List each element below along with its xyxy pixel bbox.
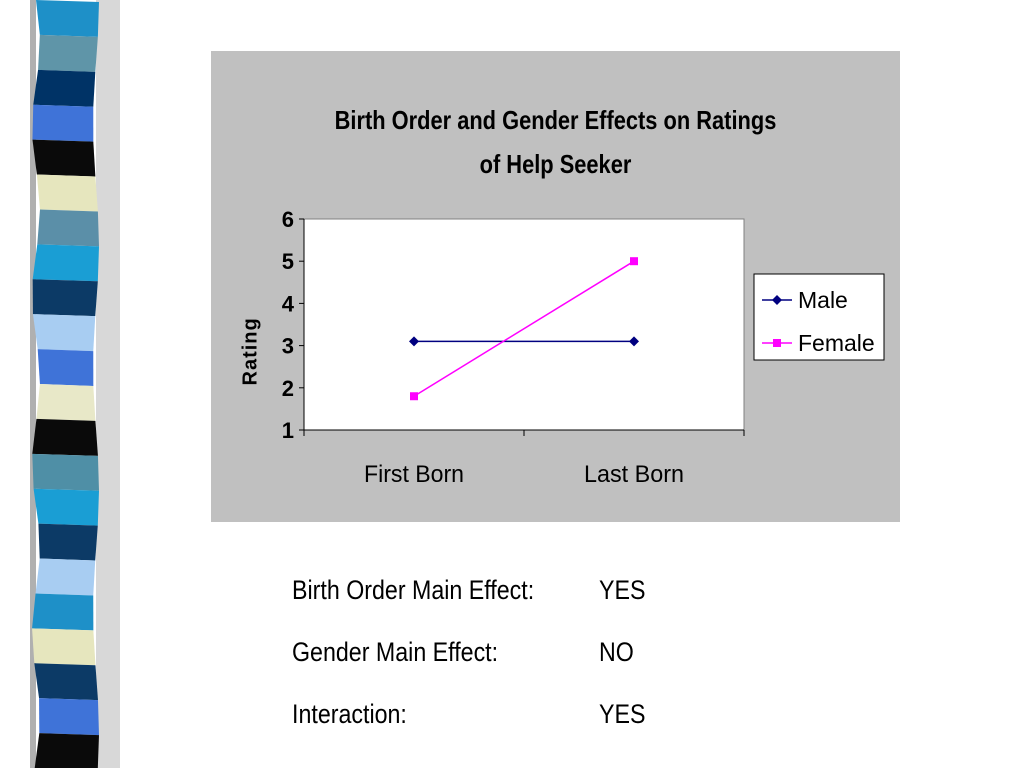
stripe-block — [32, 279, 98, 317]
stripe-block — [33, 488, 99, 526]
y-tick-label: 2 — [282, 376, 294, 401]
stripe-block — [32, 314, 96, 352]
y-tick-label: 1 — [282, 418, 294, 443]
summary-value: YES — [599, 699, 646, 729]
y-tick-label: 4 — [282, 291, 295, 316]
stripe-block — [33, 69, 96, 107]
data-point-marker — [772, 295, 782, 305]
legend-label: Female — [798, 330, 875, 356]
stripe-block — [34, 663, 98, 701]
series-line-female — [413, 260, 635, 397]
summary-label: Interaction: — [292, 699, 407, 729]
stripe-block — [32, 139, 96, 177]
plot-area — [303, 218, 745, 431]
stripe-block — [35, 558, 96, 596]
y-tick-label: 6 — [282, 207, 294, 232]
decorative-stripe — [30, 0, 120, 768]
chart-title: Birth Order and Gender Effects on Rating… — [266, 98, 845, 186]
x-tick-label: Last Born — [584, 461, 684, 488]
y-tick-label: 5 — [282, 249, 294, 274]
summary-label: Birth Order Main Effect: — [292, 575, 535, 605]
data-point-marker — [410, 392, 418, 401]
stripe-block — [38, 523, 98, 561]
data-point-marker — [773, 339, 781, 347]
stripe-block — [36, 384, 96, 421]
stripe-block — [37, 349, 94, 386]
summary-row-interaction: Interaction: YES — [292, 692, 892, 754]
y-axis-label: Rating — [239, 317, 262, 386]
stripe-block — [36, 0, 99, 37]
summary-label: Gender Main Effect: — [292, 637, 499, 667]
stripe-block — [32, 104, 94, 142]
effects-summary: Birth Order Main Effect: YES Gender Main… — [292, 568, 892, 754]
summary-row-gender: Gender Main Effect: NO — [292, 630, 892, 692]
data-point-marker — [629, 336, 639, 347]
stripe-block — [32, 628, 96, 666]
stripe-block — [32, 244, 99, 282]
summary-value: YES — [599, 575, 646, 605]
stripe-block — [36, 174, 98, 212]
y-tick-label: 3 — [282, 334, 294, 359]
stripe-block — [34, 733, 99, 768]
stripe-shadow — [96, 0, 120, 768]
data-point-marker — [409, 336, 419, 347]
stripe-block — [39, 698, 99, 736]
stripe-edge — [30, 0, 36, 768]
chart-title-line-2: of Help Seeker — [479, 149, 632, 179]
stripe-block — [38, 34, 98, 72]
summary-value: NO — [599, 637, 634, 667]
stripe-block — [37, 209, 99, 247]
x-tick-label: First Born — [364, 461, 464, 488]
data-point-marker — [630, 257, 638, 266]
chart-panel: 1 2 3 4 5 6 First Born Last Born Male Female Birt… — [211, 51, 900, 522]
stripe-block — [32, 453, 99, 491]
line-chart: 1 2 3 4 5 6 First Born Last Born Male Female — [282, 207, 885, 488]
legend-label: Male — [798, 287, 848, 313]
chart-title-line-1: Birth Order and Gender Effects on Rating… — [334, 105, 777, 135]
stripe-block — [32, 418, 98, 456]
stripe-block — [32, 593, 94, 631]
summary-row-birth-order: Birth Order Main Effect: YES — [292, 568, 892, 630]
